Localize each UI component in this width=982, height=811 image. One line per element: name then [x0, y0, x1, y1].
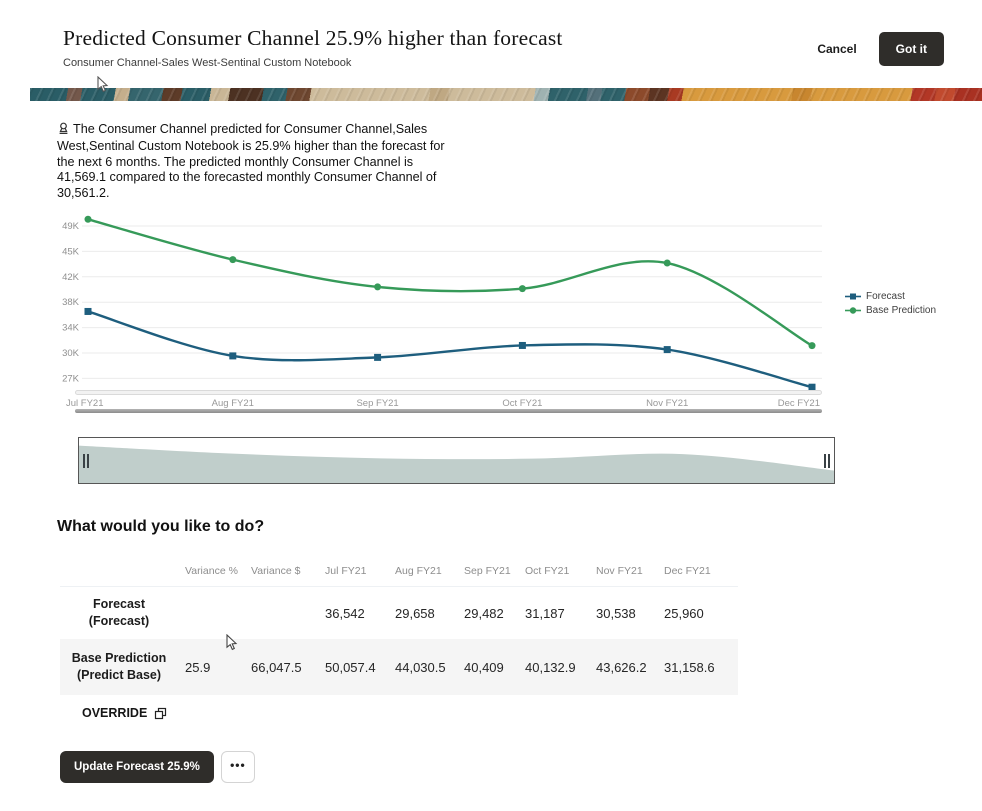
insight-summary: The Consumer Channel predicted for Consu… — [57, 122, 455, 201]
dialog-header: Predicted Consumer Channel 25.9% higher … — [63, 26, 944, 69]
data-point-marker — [229, 352, 237, 360]
table-cell[interactable]: 31,158.6 — [664, 659, 715, 675]
table-cell[interactable]: 66,047.5 — [251, 659, 302, 675]
row-label-base-prediction: Base Prediction (Predict Base) — [71, 651, 167, 682]
x-axis-label: Aug FY21 — [211, 398, 254, 409]
override-label: OVERRIDE — [82, 706, 148, 720]
table-cell[interactable]: 30,538 — [596, 605, 636, 621]
legend-label: Base Prediction — [866, 304, 937, 316]
col-oct: Oct FY21 — [525, 565, 570, 577]
data-point-marker — [808, 383, 816, 391]
col-dec: Dec FY21 — [664, 565, 711, 577]
chart-scrollbar-thumb[interactable] — [75, 409, 822, 413]
data-point-marker — [663, 346, 671, 354]
legend-item-base-prediction[interactable]: Base Prediction — [845, 303, 936, 317]
x-axis-label: Sep FY21 — [356, 398, 399, 409]
table-cell[interactable]: 29,482 — [464, 605, 504, 621]
decorative-banner — [30, 88, 982, 101]
header-actions: Cancel Got it — [815, 32, 944, 66]
data-point-marker — [663, 259, 671, 267]
x-axis-label: Dec FY21 — [777, 398, 820, 409]
col-variance-usd: Variance $ — [251, 565, 301, 577]
svg-text:42K: 42K — [62, 272, 80, 283]
data-point-marker — [84, 307, 92, 315]
col-variance-pct: Variance % — [185, 565, 238, 577]
data-point-marker — [518, 341, 526, 349]
table-cell[interactable]: 29,658 — [395, 605, 435, 621]
table-cell[interactable]: 44,030.5 — [395, 659, 446, 675]
insight-icon — [57, 122, 70, 139]
table-cell[interactable]: 25,960 — [664, 605, 704, 621]
x-axis-label: Jul FY21 — [66, 398, 104, 409]
section-heading: What would you like to do? — [57, 518, 265, 535]
col-nov: Nov FY21 — [596, 565, 643, 577]
forecast-chart[interactable]: 49K 45K 42K 38K 34K 30K 27K — [60, 210, 840, 398]
copy-icon[interactable] — [154, 707, 167, 720]
more-options-button[interactable]: ••• — [220, 751, 255, 783]
range-handle-right[interactable] — [824, 453, 830, 468]
table-row-base-prediction[interactable]: Base Prediction (Predict Base) 25.9 66,0… — [60, 639, 738, 695]
data-point-marker — [229, 256, 237, 264]
header-titles: Predicted Consumer Channel 25.9% higher … — [63, 26, 563, 69]
table-cell[interactable]: 40,132.9 — [525, 659, 576, 675]
range-handle-left[interactable] — [83, 453, 89, 468]
got-it-button[interactable]: Got it — [878, 32, 944, 66]
override-row: OVERRIDE — [82, 706, 167, 720]
x-axis-label: Nov FY21 — [646, 398, 689, 409]
update-forecast-button[interactable]: Update Forecast 25.9% — [60, 751, 214, 783]
svg-text:45K: 45K — [62, 246, 80, 257]
data-point-marker — [84, 215, 92, 223]
chart-scrollbar-track[interactable] — [75, 390, 822, 395]
data-point-marker — [374, 353, 382, 361]
chart-x-axis: Jul FY21 Aug FY21 Sep FY21 Oct FY21 Nov FY21… — [60, 390, 840, 416]
square-marker-icon — [845, 293, 861, 299]
forecast-table: Variance % Variance $ Jul FY21 Aug FY21 … — [60, 556, 738, 695]
x-axis-label: Oct FY21 — [502, 398, 543, 409]
cancel-button[interactable]: Cancel — [815, 38, 858, 60]
insight-text: The Consumer Channel predicted for Consu… — [57, 122, 445, 200]
svg-text:34K: 34K — [62, 323, 80, 334]
legend-item-forecast[interactable]: Forecast — [845, 289, 936, 303]
table-cell[interactable]: 50,057.4 — [325, 659, 376, 675]
table-cell[interactable]: 36,542 — [325, 605, 365, 621]
data-point-marker — [808, 342, 816, 350]
table-cell[interactable]: 31,187 — [525, 605, 565, 621]
circle-marker-icon — [845, 306, 861, 314]
page-subtitle: Consumer Channel-Sales West-Sentinal Cus… — [63, 57, 352, 69]
svg-text:30K: 30K — [62, 348, 80, 359]
svg-text:38K: 38K — [62, 297, 80, 308]
col-jul: Jul FY21 — [325, 565, 367, 577]
legend-label: Forecast — [866, 290, 905, 302]
data-point-marker — [374, 283, 382, 291]
svg-text:49K: 49K — [62, 221, 80, 232]
table-cell[interactable]: 43,626.2 — [596, 659, 647, 675]
data-point-marker — [518, 285, 526, 293]
page-title: Predicted Consumer Channel 25.9% higher … — [63, 26, 563, 50]
svg-text:27K: 27K — [62, 373, 80, 384]
col-aug: Aug FY21 — [395, 565, 442, 577]
row-label-forecast: Forecast (Forecast) — [88, 597, 150, 628]
line-chart-canvas[interactable]: 49K 45K 42K 38K 34K 30K 27K — [60, 210, 840, 398]
footer-actions: Update Forecast 25.9% ••• — [60, 751, 255, 783]
table-cell[interactable]: 25.9 — [185, 659, 211, 675]
table-cell[interactable]: 40,409 — [464, 659, 504, 675]
time-range-selector[interactable] — [78, 437, 835, 484]
table-header-row: Variance % Variance $ Jul FY21 Aug FY21 … — [60, 556, 738, 587]
chart-legend: Forecast Base Prediction — [845, 289, 936, 317]
col-sep: Sep FY21 — [464, 565, 511, 577]
x-axis-labels: Jul FY21 Aug FY21 Sep FY21 Oct FY21 Nov FY21… — [60, 398, 840, 410]
table-row-forecast[interactable]: Forecast (Forecast) 36,542 29,658 29,482… — [60, 587, 738, 639]
range-overview-area — [79, 445, 834, 483]
